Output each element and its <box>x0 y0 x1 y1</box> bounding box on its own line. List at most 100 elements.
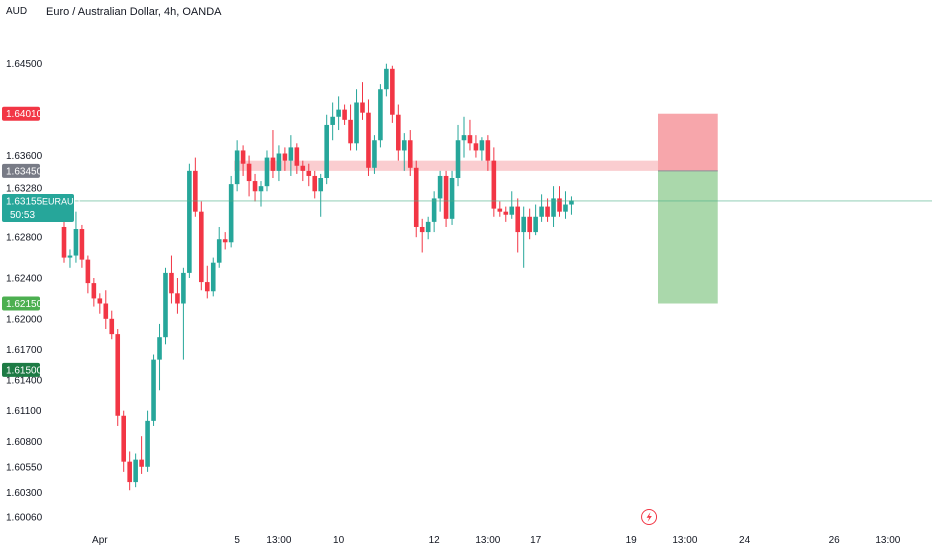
candle <box>491 147 497 217</box>
candle-body <box>252 181 258 192</box>
candle-body <box>312 175 318 192</box>
candle <box>431 191 437 233</box>
candle <box>306 163 312 187</box>
candle <box>330 102 335 141</box>
candle <box>121 410 126 472</box>
candle <box>360 82 365 120</box>
candle <box>485 135 491 171</box>
candle-body <box>384 68 389 90</box>
candle <box>467 119 473 151</box>
candle-body <box>443 175 449 219</box>
candle <box>163 267 168 345</box>
candle-body <box>300 165 306 171</box>
candle <box>115 329 121 426</box>
y-tick-label: 1.64500 <box>6 59 43 70</box>
candle <box>199 201 204 291</box>
candle <box>372 135 377 174</box>
candle-body <box>342 109 347 120</box>
target-price-badge-text: 1.62150 <box>6 299 43 310</box>
currency-label: AUD <box>6 6 28 17</box>
low-price-badge <box>2 362 40 377</box>
x-tick-label: 13:00 <box>475 535 500 546</box>
target-price-badge <box>2 296 40 311</box>
stop-price-badge-text: 1.64010 <box>6 109 43 120</box>
candle-body <box>401 140 407 151</box>
lightning-icon <box>646 512 652 522</box>
y-tick-label: 1.61700 <box>6 345 43 356</box>
x-tick-label: 19 <box>626 535 638 546</box>
candle <box>390 65 395 123</box>
candle-body <box>491 160 497 209</box>
candle <box>193 157 198 217</box>
y-tick-label: 1.63280 <box>6 184 43 195</box>
candle-body <box>515 206 521 233</box>
candle <box>258 181 264 207</box>
candle <box>473 135 479 158</box>
candle <box>407 130 413 176</box>
alert-icon[interactable] <box>641 509 658 525</box>
x-tick-label: 13:00 <box>672 535 697 546</box>
candle-body <box>449 178 455 219</box>
candle-body <box>473 143 479 151</box>
candle-body <box>103 303 109 319</box>
y-tick-label: 1.63600 <box>6 151 43 162</box>
candle-body <box>258 186 264 192</box>
candle-body <box>437 175 443 199</box>
candle <box>437 170 443 212</box>
candle-body <box>127 461 132 483</box>
candle-body <box>425 221 431 233</box>
candle-body <box>115 334 121 416</box>
candle <box>336 96 341 131</box>
candle <box>324 114 329 185</box>
candle-body <box>348 119 353 144</box>
candle-body <box>390 68 395 115</box>
candle <box>97 293 103 314</box>
y-tick-label: 1.62800 <box>6 233 43 244</box>
candle-body <box>396 114 401 151</box>
candle <box>300 160 306 182</box>
candle <box>181 267 186 360</box>
candle-body <box>330 116 335 125</box>
candle <box>533 204 538 236</box>
candle <box>73 211 79 263</box>
candle <box>521 206 526 268</box>
candle-body <box>79 229 85 260</box>
candle-body <box>282 153 288 161</box>
candle-body <box>234 150 240 185</box>
candle-body <box>85 259 91 284</box>
candle <box>443 170 449 227</box>
candle-body <box>521 216 526 233</box>
candle <box>503 206 509 222</box>
resistance-zone <box>234 160 659 171</box>
candle <box>342 104 347 125</box>
stop-price-badge <box>2 106 40 121</box>
candle <box>497 201 503 217</box>
candle <box>85 255 91 294</box>
price-badges: 1.64010 1.63450 1.62150 1.61500 1.63155 EURAU… <box>2 106 81 377</box>
candle-body <box>467 135 473 144</box>
x-tick-label: 17 <box>530 535 542 546</box>
candle <box>557 186 562 217</box>
candle-body <box>216 239 222 263</box>
candle-body <box>288 147 294 161</box>
x-tick-label: 24 <box>739 535 751 546</box>
candle-body <box>61 226 67 258</box>
candle <box>157 323 162 391</box>
candle-body <box>413 167 419 227</box>
candle-body <box>378 89 383 141</box>
candle <box>240 145 246 176</box>
current-price-badge <box>2 193 74 222</box>
candle <box>228 175 234 248</box>
candle-body <box>545 206 550 217</box>
candle <box>234 140 240 192</box>
candle-body <box>306 170 312 176</box>
candle <box>145 410 150 472</box>
countdown-text: 50:53 <box>10 210 35 221</box>
candle-body <box>360 102 365 113</box>
candle <box>276 145 282 182</box>
low-price-badge-text: 1.61500 <box>6 365 43 376</box>
y-tick-label: 1.60060 <box>6 512 43 523</box>
candle-body <box>199 211 204 283</box>
